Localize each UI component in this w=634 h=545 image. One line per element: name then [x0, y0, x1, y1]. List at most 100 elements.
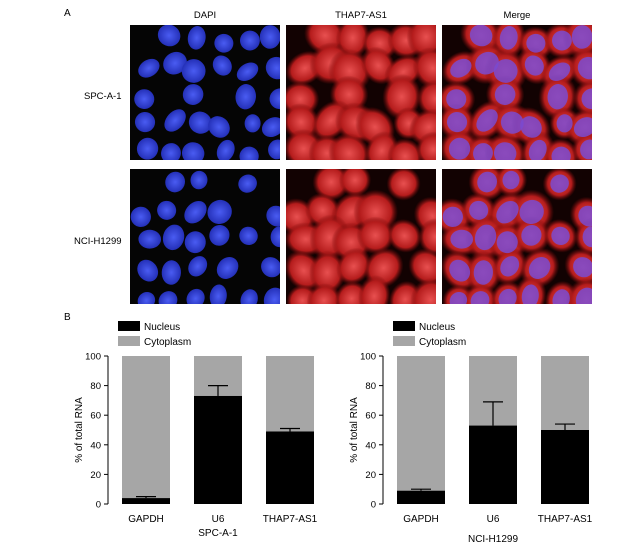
legend-label-nucleus: Nucleus [419, 322, 455, 333]
cell-cytoplasm [338, 169, 372, 197]
legend-label-cytoplasm: Cytoplasm [144, 337, 191, 348]
cell-nucleus [548, 62, 571, 81]
cell-nucleus [474, 224, 497, 251]
cell-nucleus [235, 84, 256, 110]
cell-nucleus [184, 231, 206, 254]
panel-a-label: A [64, 8, 71, 19]
cell-nucleus [266, 205, 280, 227]
cell-nucleus [450, 229, 474, 249]
cell-nucleus [161, 143, 181, 160]
cell-nucleus [473, 260, 493, 285]
cell-nucleus [502, 170, 520, 190]
cell-nucleus [216, 139, 235, 160]
legend-label-nucleus: Nucleus [144, 322, 180, 333]
cell-nucleus [239, 226, 258, 245]
cell-nucleus [496, 231, 518, 254]
cell-nucleus [524, 55, 544, 76]
cell-nucleus [552, 30, 572, 51]
cell-nucleus [186, 288, 205, 304]
cell-nucleus [236, 62, 259, 81]
legend-swatch-cytoplasm [393, 336, 415, 346]
y-tick-label: 60 [365, 411, 376, 422]
cell-nucleus [498, 288, 517, 304]
cell-nucleus [181, 142, 205, 160]
y-tick-label: 80 [90, 381, 101, 392]
cell-nucleus [134, 111, 156, 133]
cell-nucleus [493, 59, 518, 83]
cell-nucleus [582, 226, 592, 248]
cell-cytoplasm [416, 79, 436, 118]
bar-cytoplasm-thap7-as1 [266, 356, 314, 432]
y-tick-label: 20 [365, 470, 376, 481]
cell-cytoplasm [386, 169, 421, 201]
y-tick-label: 40 [90, 440, 101, 451]
cell-nucleus [181, 59, 206, 83]
y-axis-label: % of total RNA [74, 397, 85, 463]
cell-nucleus [473, 143, 493, 160]
category-label-gapdh: GAPDH [128, 514, 164, 525]
cell-nucleus [212, 55, 232, 76]
cell-nucleus [138, 229, 162, 249]
bar-cytoplasm-thap7-as1 [541, 356, 589, 430]
cell-nucleus [520, 116, 542, 138]
cell-cytoplasm [406, 25, 436, 59]
cell-nucleus [240, 30, 260, 51]
cell-nucleus [521, 225, 542, 246]
cell-nucleus [265, 56, 280, 80]
cell-nucleus [521, 284, 539, 304]
cell-cytoplasm [309, 250, 346, 295]
column-label-merge: Merge [503, 10, 531, 21]
cell-nucleus [209, 284, 227, 304]
cell-nucleus [164, 109, 186, 132]
category-label-thap7-as1: THAP7-AS1 [263, 514, 318, 525]
cell-nucleus [551, 226, 570, 245]
bar-nucleus-u6 [194, 395, 242, 504]
cell-nucleus [261, 257, 280, 278]
cell-nucleus [577, 56, 592, 80]
y-tick-label: 0 [96, 500, 101, 511]
cell-nucleus [575, 287, 592, 304]
cell-nucleus [550, 174, 569, 193]
cell-nucleus [469, 200, 489, 220]
cell-nucleus [130, 206, 151, 227]
y-tick-label: 40 [365, 440, 376, 451]
cell-nucleus [446, 111, 468, 133]
cell-nucleus [448, 137, 471, 160]
bar-chart-h1299: Nucleus Cytoplasm 0 20 40 60 80 100 % of total R… [349, 321, 593, 545]
cell-nucleus [500, 256, 520, 277]
category-label-gapdh: GAPDH [403, 514, 439, 525]
bar-cytoplasm-gapdh [122, 356, 170, 499]
bar-cytoplasm-gapdh [397, 356, 445, 491]
cell-nucleus [182, 84, 204, 105]
y-axis-label: % of total RNA [349, 397, 360, 463]
cell-nucleus [136, 137, 159, 160]
cell-nucleus [477, 171, 498, 193]
cell-nucleus [494, 84, 516, 105]
cell-cytoplasm [358, 275, 391, 304]
cell-nucleus [528, 139, 547, 160]
cell-nucleus [208, 116, 230, 138]
cell-nucleus [239, 146, 259, 160]
cell-nucleus [580, 139, 592, 160]
category-label-u6: U6 [487, 514, 500, 525]
cell-nucleus [263, 287, 280, 304]
cell-nucleus [261, 117, 280, 137]
cell-cytoplasm [356, 216, 395, 255]
cell-nucleus [547, 84, 568, 110]
legend-swatch-nucleus [118, 321, 140, 331]
micrograph-spc-thap7 [286, 25, 436, 160]
cell-nucleus [188, 111, 212, 134]
cell-nucleus [528, 257, 551, 279]
cell-cytoplasm [336, 247, 372, 285]
cell-nucleus [551, 146, 571, 160]
cell-cytoplasm [408, 108, 436, 146]
cell-nucleus [268, 139, 280, 160]
cell-nucleus [187, 26, 206, 50]
category-label-thap7-as1: THAP7-AS1 [538, 514, 593, 525]
cell-nucleus [188, 256, 208, 277]
cell-cytoplasm [387, 219, 422, 253]
cell-nucleus [240, 289, 258, 304]
micrograph-h1299-merge [442, 169, 592, 304]
legend-swatch-cytoplasm [118, 336, 140, 346]
cell-nucleus [496, 200, 519, 224]
